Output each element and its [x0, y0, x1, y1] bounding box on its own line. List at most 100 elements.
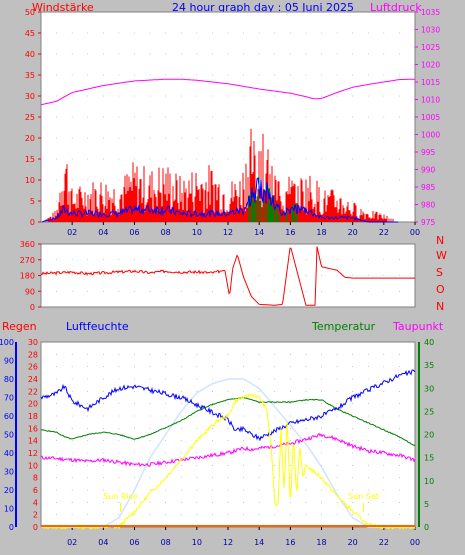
grid-dot [399, 137, 400, 139]
grid-dot [367, 489, 369, 491]
grid-dot [243, 452, 244, 454]
grid-dot [243, 464, 244, 466]
grid-dot [321, 259, 322, 261]
grid-dot [243, 501, 244, 503]
grid-dot [227, 440, 229, 442]
rain-tick-label: 8 [33, 474, 38, 483]
rain-axis-label: Regen [2, 320, 37, 333]
grid-dot [180, 440, 182, 442]
grid-dot [134, 378, 135, 380]
grid-dot [305, 514, 307, 516]
grid-dot [336, 53, 338, 55]
grid-dot [258, 137, 260, 139]
grid-dot [71, 32, 73, 34]
grid-dot [212, 489, 213, 491]
grid-dot [56, 290, 57, 292]
grid-dot [367, 415, 369, 417]
grid-dot [196, 489, 198, 491]
grid-dot [165, 366, 167, 368]
grid-dot [56, 137, 57, 139]
grid-dot [383, 179, 385, 181]
grid-dot [165, 452, 167, 454]
grid-dot [165, 353, 167, 355]
grid-dot [352, 290, 354, 292]
grid-dot [134, 514, 135, 516]
grid-dot [56, 32, 57, 34]
grid-dot [399, 353, 400, 355]
grid-dot [102, 116, 104, 118]
grid-dot [305, 489, 307, 491]
grid-dot [352, 489, 354, 491]
y-tick-label-right: 990 [421, 166, 436, 175]
grid-dot [134, 32, 135, 34]
grid-dot [274, 32, 276, 34]
x-tick-label: 04 [98, 538, 108, 547]
y-tick-label-left: 50 [25, 8, 35, 17]
grid-dot [305, 390, 307, 392]
grid-dot [321, 452, 322, 454]
grid-dot [367, 32, 369, 34]
grid-dot [212, 95, 213, 97]
grid-dot [289, 390, 291, 392]
grid-dot [352, 259, 354, 261]
humidity-tick-label: 70 [4, 394, 14, 403]
grid-dot [118, 427, 120, 429]
grid-dot [56, 390, 57, 392]
grid-dot [227, 366, 229, 368]
grid-dot [165, 32, 167, 34]
rain-tick-label: 24 [28, 375, 38, 384]
grid-dot [56, 489, 57, 491]
grid-dot [399, 158, 400, 160]
grid-dot [352, 464, 354, 466]
grid-dot [289, 366, 291, 368]
grid-dot [274, 53, 276, 55]
grid-dot [227, 74, 229, 76]
grid-dot [289, 290, 291, 292]
grid-dot [212, 514, 213, 516]
grid-dot [352, 427, 354, 429]
grid-dot [165, 440, 167, 442]
grid-dot [196, 74, 198, 76]
grid-dot [102, 32, 104, 34]
grid-dot [336, 137, 338, 139]
grid-dot [258, 366, 260, 368]
grid-dot [274, 290, 276, 292]
grid-dot [321, 275, 322, 276]
x-tick-label: 16 [285, 538, 295, 547]
x-tick-label: 22 [379, 538, 389, 547]
x-tick-label: 12 [223, 538, 233, 547]
grid-dot [149, 353, 151, 355]
rain-tick-label: 0 [33, 523, 38, 532]
grid-dot [212, 275, 213, 276]
grid-dot [321, 158, 322, 160]
grid-dot [118, 514, 120, 516]
grid-dot [180, 464, 182, 466]
grid-dot [336, 158, 338, 160]
grid-dot [352, 116, 354, 118]
grid-dot [196, 378, 198, 380]
grid-dot [165, 390, 167, 392]
grid-dot [274, 390, 276, 392]
grid-dot [352, 403, 354, 405]
grid-dot [352, 200, 354, 202]
grid-dot [274, 427, 276, 429]
humidity-tick-label: 90 [4, 357, 14, 366]
grid-dot [243, 489, 244, 491]
grid-dot [56, 179, 57, 181]
grid-dot [165, 53, 167, 55]
grid-dot [227, 390, 229, 392]
grid-dot [118, 452, 120, 454]
grid-dot [383, 464, 385, 466]
grid-dot [56, 200, 57, 202]
grid-dot [336, 378, 338, 380]
grid-dot [274, 489, 276, 491]
grid-dot [274, 415, 276, 417]
grid-dot [367, 158, 369, 160]
y-tick-label-right: 1010 [421, 96, 440, 105]
grid-dot [243, 137, 244, 139]
grid-dot [71, 489, 73, 491]
temp-tick-label: 25 [424, 407, 434, 416]
grid-dot [227, 464, 229, 466]
grid-dot [134, 390, 135, 392]
grid-dot [196, 366, 198, 368]
